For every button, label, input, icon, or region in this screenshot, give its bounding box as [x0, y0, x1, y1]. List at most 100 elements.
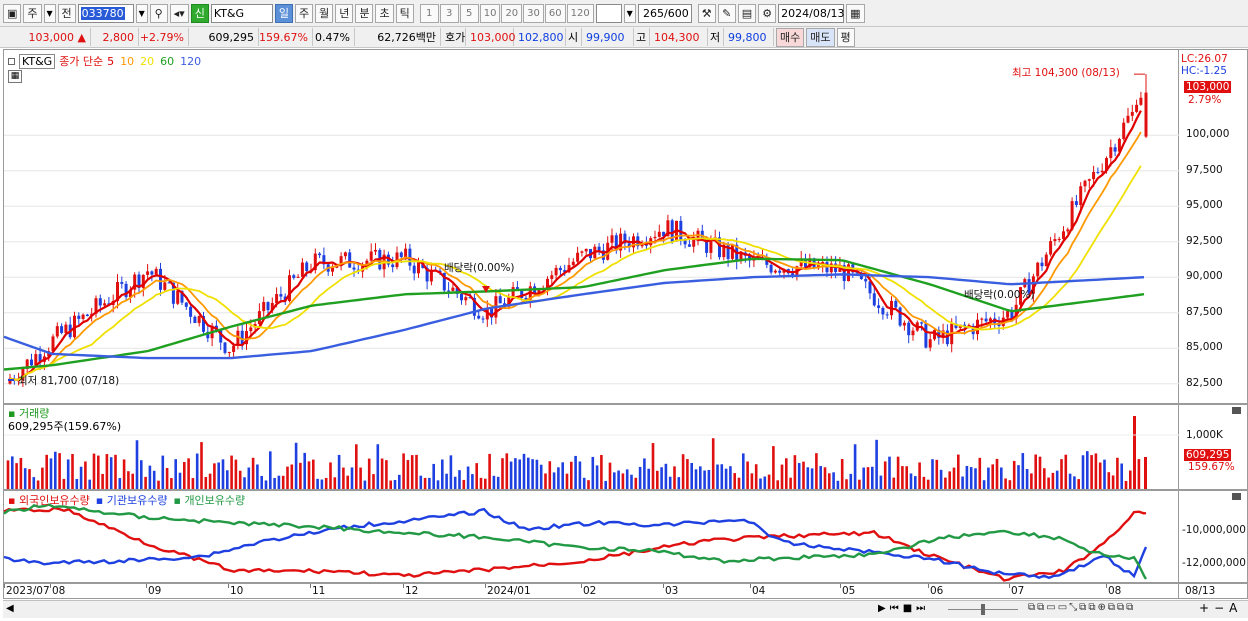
- candle-body: [885, 314, 889, 316]
- chart-tools-icons[interactable]: ⧉⧉▭▭⤡⧉⧉⊕⧉⧉⧉: [1028, 602, 1136, 613]
- volume-y-axis[interactable]: 1,000K 609,295 159.67%: [1179, 404, 1248, 490]
- volume-bar: [471, 474, 474, 489]
- volume-bar: [565, 473, 569, 489]
- period-tick-button[interactable]: 틱: [395, 3, 414, 23]
- volume-bar: [109, 457, 113, 489]
- count-field[interactable]: 265/600: [637, 3, 692, 23]
- volume-bar: [492, 475, 496, 489]
- calendar-icon[interactable]: ▦: [846, 3, 865, 23]
- period-second-button[interactable]: 초: [375, 3, 394, 23]
- volume-bar: [389, 480, 392, 489]
- x-axis-tick: [1106, 584, 1107, 588]
- save-icon[interactable]: ▤: [737, 3, 757, 23]
- volume-bar: [320, 479, 324, 489]
- candle-body: [683, 240, 687, 245]
- play-icon[interactable]: ▶: [878, 603, 886, 614]
- close-icon[interactable]: [1232, 493, 1241, 500]
- speaker-icon[interactable]: ◂▾: [169, 3, 189, 23]
- volume-chart-pane[interactable]: ▪ 거래량 609,295주(159.67%): [3, 404, 1180, 490]
- volume-bar: [324, 477, 328, 489]
- volume-bar: [148, 465, 152, 489]
- period-year-button[interactable]: 년: [335, 3, 354, 23]
- price-chart-pane[interactable]: KT&G 종가 단순 5 10 20 60 120 ▦ 최고 104,300 (08/1…: [3, 49, 1180, 404]
- volume-bar: [342, 467, 345, 489]
- tools-icon[interactable]: ⚒: [697, 3, 716, 23]
- code-dropdown-icon[interactable]: ▼: [135, 3, 148, 23]
- volume-bar: [763, 476, 767, 489]
- volume-bar: [716, 464, 719, 489]
- candle-body: [146, 271, 150, 275]
- period-minute-button[interactable]: 분: [355, 3, 374, 23]
- candle-body: [288, 275, 291, 302]
- sell-button[interactable]: 매도: [806, 27, 835, 47]
- period-week-button[interactable]: 주: [294, 3, 314, 23]
- holder-chart-pane[interactable]: ▪ 외국인보유수량 ▪ 기관보유수량 ▪ 개인보유수량: [3, 490, 1179, 583]
- period-month-button[interactable]: 월: [315, 3, 334, 23]
- zoom-out-icon[interactable]: −: [1214, 601, 1225, 615]
- candle-body: [236, 330, 240, 346]
- candle-body: [954, 323, 958, 328]
- dividend-note-2: 배당락(0.00%): [964, 289, 1035, 301]
- interval-button-20[interactable]: 20: [501, 3, 523, 23]
- chevron-down-icon[interactable]: ▼: [43, 3, 56, 23]
- interval-button-3[interactable]: 3: [439, 3, 459, 23]
- interval-button-10[interactable]: 10: [479, 3, 501, 23]
- interval-button-120[interactable]: 120: [566, 3, 594, 23]
- price-legend: KT&G 종가 단순 5 10 20 60 120: [8, 53, 201, 69]
- period-main-select[interactable]: 주: [23, 3, 42, 23]
- volume-bar: [372, 474, 375, 489]
- volume-bar: [840, 458, 844, 489]
- interval-button-1[interactable]: 1: [419, 3, 439, 23]
- candle-body: [442, 272, 446, 291]
- date-input[interactable]: 2024/08/13: [778, 3, 845, 23]
- candle-body: [1049, 241, 1053, 255]
- volume-bar: [673, 466, 676, 489]
- eval-button[interactable]: 평: [836, 27, 855, 47]
- prev-button[interactable]: 전: [57, 3, 76, 23]
- auto-scale-icon[interactable]: A: [1229, 601, 1238, 615]
- period-day-button[interactable]: 일: [274, 3, 293, 23]
- search-icon[interactable]: ⚲: [149, 3, 168, 23]
- candle-body: [120, 282, 124, 284]
- layout-icon[interactable]: ▣: [3, 3, 22, 23]
- candle-body: [1010, 311, 1014, 319]
- forward-icon[interactable]: ⏭: [916, 603, 926, 614]
- calculator-icon[interactable]: ▦: [8, 70, 22, 83]
- holder-y-axis[interactable]: -10,000,000 -12,000,000: [1179, 490, 1248, 583]
- zoom-slider-handle[interactable]: [981, 604, 985, 615]
- zoom-in-icon[interactable]: +: [1199, 601, 1210, 615]
- stock-code-input[interactable]: 033780: [77, 3, 134, 23]
- volume-bar: [28, 469, 31, 489]
- volume-bar: [720, 464, 724, 489]
- rewind-icon[interactable]: ⏮: [889, 603, 899, 614]
- candle-body: [219, 330, 223, 343]
- candle-body: [417, 262, 420, 274]
- price-value: 103,000: [28, 30, 75, 44]
- interval-button-60[interactable]: 60: [544, 3, 566, 23]
- volume-bar: [1081, 455, 1085, 489]
- buy-button[interactable]: 매수: [776, 27, 805, 47]
- candle-body: [614, 235, 618, 251]
- interval-dropdown-icon[interactable]: ▼: [623, 3, 636, 23]
- close-icon[interactable]: [1232, 407, 1241, 414]
- volume-bar: [458, 470, 461, 489]
- candle-body: [601, 250, 605, 260]
- interval-button-5[interactable]: 5: [459, 3, 479, 23]
- draw-icon[interactable]: ✎: [717, 3, 736, 23]
- volume-bar: [290, 464, 294, 489]
- volume-bar: [71, 454, 74, 489]
- legend-prefix: 종가 단순: [59, 55, 104, 68]
- scroll-left-icon[interactable]: ◀: [6, 603, 14, 614]
- stop-icon[interactable]: ■: [902, 603, 913, 614]
- gear-icon[interactable]: ⚙: [758, 3, 777, 23]
- interval-button-30[interactable]: 30: [523, 3, 544, 23]
- legend-toggle-icon[interactable]: [8, 57, 15, 65]
- volume-bar: [939, 469, 943, 489]
- volume-bar: [221, 459, 225, 489]
- price-y-axis[interactable]: LC:26.07 HC:-1.25 103,000 2.79% 100,000 9…: [1179, 49, 1248, 404]
- interval-custom-input[interactable]: [595, 3, 622, 23]
- scrollbar[interactable]: ◀ ▶ ⏮ ■ ⏭ ⧉⧉▭▭⤡⧉⧉⊕⧉⧉⧉ + − A: [3, 600, 1248, 618]
- ma-line-10: [9, 131, 1142, 381]
- candle-body: [98, 298, 102, 306]
- stock-name-field[interactable]: KT&G: [210, 3, 273, 23]
